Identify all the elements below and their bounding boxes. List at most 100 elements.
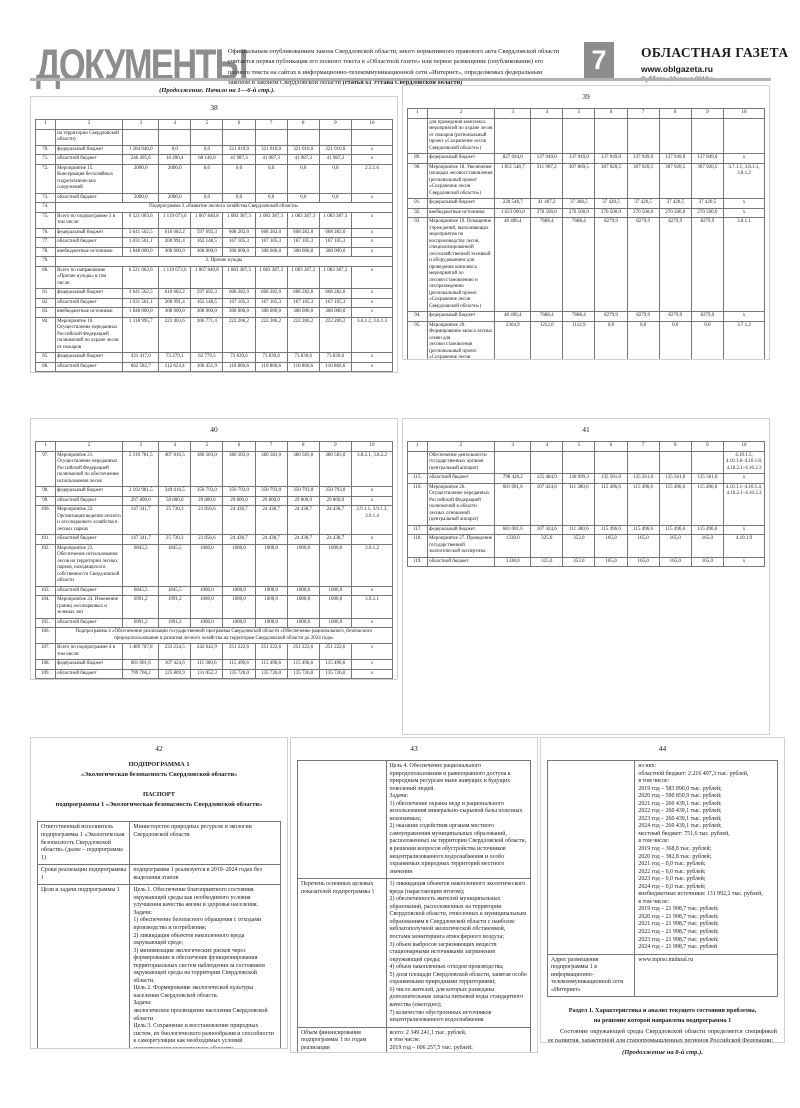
table-cell: 407 816,5 xyxy=(158,450,192,487)
table-cell: 1000,0 xyxy=(190,595,224,619)
passport-table-wrap-44: из них: областной бюджет: 2 216 497,3 ты… xyxy=(545,760,780,998)
table-cell: 225 000,0 xyxy=(122,371,160,372)
table-cell: 2000,0 xyxy=(122,192,160,203)
table-cell: 102. xyxy=(35,543,56,587)
section-span-cell: Подпрограмма 4 «Обеспечение реализации г… xyxy=(54,627,394,644)
table-cell: Мероприятие 21. Осуществление переданных… xyxy=(54,450,124,487)
table-cell: 24 438,7 xyxy=(318,534,352,545)
table-cell: Обеспечение деятельности государственных… xyxy=(426,450,496,474)
table-cell: Мероприятие 23. Обеспечение использовани… xyxy=(54,543,124,587)
table-cell: 37 420,5 xyxy=(690,198,724,209)
table-cell: 104. xyxy=(35,595,56,619)
passport-block-43: 43 Цель 4. Обеспечение рационального при… xyxy=(290,737,538,1053)
table-cell: 135 561,0 xyxy=(658,473,692,484)
table-cell: 29 800,0 xyxy=(286,495,320,506)
table-row: 86. областной бюджет 662 582,7 112 624,4 106… xyxy=(35,361,394,372)
table-cell: 25 730,3 xyxy=(158,534,192,545)
table-cell: 25 730,3 xyxy=(158,505,192,535)
table-cell: 73 839,6 xyxy=(254,352,288,363)
table-cell: 115 496,6 xyxy=(222,659,256,670)
table-cell: 8279,9 xyxy=(658,311,692,322)
block-number-43: 43 xyxy=(410,744,418,753)
table-cell: 165,0 xyxy=(626,556,660,567)
table-cell: 73 839,6 xyxy=(318,352,352,363)
table-cell: 37 500,0 xyxy=(286,371,320,372)
table-cell: 73. xyxy=(35,192,56,203)
column-header-cell: 2 xyxy=(426,441,496,452)
table-cell: 115. xyxy=(407,473,428,484)
table-cell: 29 800,0 xyxy=(318,495,352,506)
column-header-cell: 1 xyxy=(407,108,428,119)
table-cell: x xyxy=(350,486,394,497)
table-cell: 1 083 387,3 xyxy=(318,211,352,229)
table-cell: 681 001,6 xyxy=(494,482,532,526)
table-cell: 24 438,7 xyxy=(222,505,256,535)
table-cell: x xyxy=(350,211,394,229)
table-cell: 167 105,3 xyxy=(286,297,320,308)
table-cell: x xyxy=(722,473,766,484)
table-cell: внебюджетные источники xyxy=(54,307,124,318)
table-row: 89. федеральный бюджет 827 694,0 137 949,0 1… xyxy=(407,153,766,164)
table-cell: 162 148,5 xyxy=(190,297,224,308)
table-cell: 8279,9 xyxy=(690,217,724,312)
table-cell: 137 949,0 xyxy=(658,153,692,164)
table-row: 77. областной бюджет 1 031 561,1 200 991,4 1… xyxy=(35,237,394,248)
table-row: 105. областной бюджет 6991,2 1991,2 1000,0 10… xyxy=(35,617,394,628)
table-cell: 1991,2 xyxy=(158,595,192,619)
table-cell: Мероприятие 19. Оснащение учреждений, вы… xyxy=(426,217,496,312)
table-cell: 0,0 xyxy=(286,163,320,194)
table-cell: 270 500,0 xyxy=(690,207,724,218)
table-cell: 608 282,0 xyxy=(318,227,352,238)
table-cell: Мероприятие 18. Увеличение площади лесов… xyxy=(426,162,496,199)
table-cell: 0,0 xyxy=(658,320,692,359)
table-row: Обеспечение деятельности государственных… xyxy=(407,450,766,474)
table-cell: 93. xyxy=(407,217,428,312)
table-cell: 321 010,0 xyxy=(222,144,256,155)
table-cell: 1000,0 xyxy=(254,543,288,587)
table-cell: 115 496,6 xyxy=(254,659,288,670)
table-cell: x xyxy=(350,307,394,318)
table-cell: 109. xyxy=(35,668,56,679)
table-cell: 0,0 xyxy=(254,163,288,194)
table-cell: 97. xyxy=(35,450,56,487)
table-number-41: 41 xyxy=(582,425,590,434)
table-row: 84. Мероприятие 16. Осуществление передан… xyxy=(35,316,394,353)
table-cell: Всего по подпрограмме 4 в том числе: xyxy=(54,643,124,660)
table-cell: x xyxy=(722,556,766,567)
block-number-44: 44 xyxy=(658,744,667,753)
table-cell: 1000,0 xyxy=(254,617,288,628)
table-cell: 350 793,0 xyxy=(286,486,320,497)
table-cell xyxy=(350,128,394,146)
passport-text-cell: всего: 2 349 241,1 тыс. рублей, в том чи… xyxy=(385,1026,532,1052)
table-cell: 0,0 xyxy=(222,163,256,194)
table-row: 107. Всего по подпрограмме 4 в том числе:… xyxy=(35,643,394,660)
table-row: 81. федеральный бюджет 3 641 562,5 610 682,… xyxy=(35,288,394,299)
table-cell: 167 105,3 xyxy=(286,237,320,248)
page-number-badge: 7 xyxy=(584,42,614,78)
table-cell: x xyxy=(350,659,394,670)
table-cell: 167 105,3 xyxy=(222,297,256,308)
table-cell: 2 102 981,5 xyxy=(122,486,160,497)
table-cell: Мероприятие 24. Изменение границ лесопар… xyxy=(54,595,124,619)
column-header-cell: 6 xyxy=(222,441,256,452)
passport-label-cell: Перечень основных целевых показателей по… xyxy=(297,878,387,1028)
table-cell: 307 920,5 xyxy=(658,162,692,199)
table-cell: 115 496,6 xyxy=(690,482,724,526)
table-cell: 165,0 xyxy=(594,556,628,567)
table-cell: 8279,9 xyxy=(626,311,660,322)
table-cell xyxy=(254,128,288,146)
table-cell: 270 500,0 xyxy=(658,207,692,218)
table-cell: 95. xyxy=(407,320,428,359)
table-cell xyxy=(286,128,320,146)
passport-block-44: 44 из них: областной бюджет: 2 216 497,3… xyxy=(540,737,785,1043)
table-cell: 350 793,0 xyxy=(222,486,256,497)
table-cell: 135 726,0 xyxy=(222,668,256,679)
passport-table-wrap-42: Ответственный исполнитель подпрограммы 1… xyxy=(35,821,283,1048)
table-cell: 1 119 673,6 xyxy=(158,211,192,229)
table-cell: 608 282,0 xyxy=(254,227,288,238)
table-cell: 165,0 xyxy=(594,534,628,558)
table-cell: федеральный бюджет xyxy=(426,311,496,322)
table-cell: 111 380,6 xyxy=(562,482,596,526)
table-cell: 307 920,5 xyxy=(594,162,628,199)
